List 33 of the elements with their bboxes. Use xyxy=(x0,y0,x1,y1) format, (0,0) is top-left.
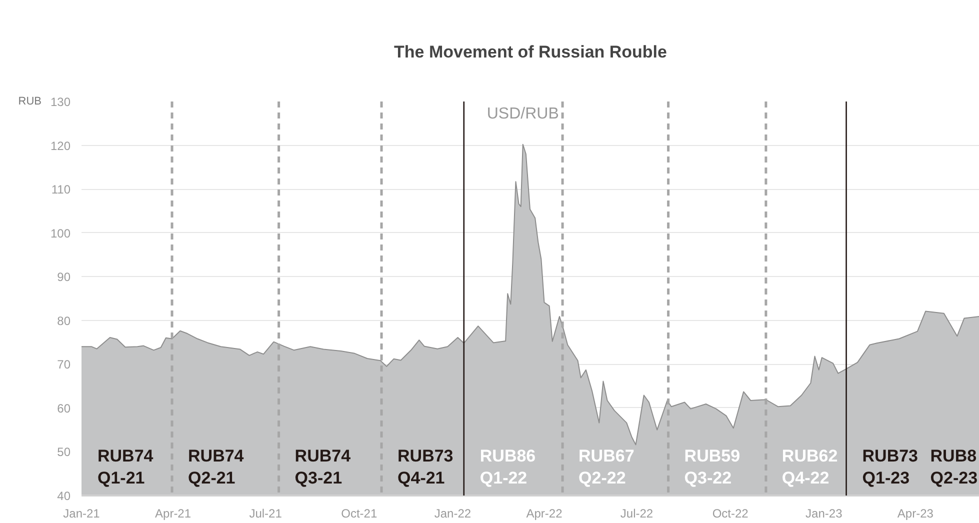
annotation: RUB74 Q3-21 xyxy=(294,446,352,488)
annotation: RUB74 Q1-21 xyxy=(98,446,154,488)
annotation: RUB74 Q2-21 xyxy=(188,446,244,488)
y-tick-label: 100 xyxy=(50,226,71,240)
x-tick-label: Jan-23 xyxy=(806,506,843,520)
x-tick-label: Oct-21 xyxy=(341,506,378,520)
y-tick-label: 60 xyxy=(57,401,71,416)
x-tick-label: Jan-22 xyxy=(434,506,472,520)
y-tick-label: 80 xyxy=(57,314,71,328)
y-axis-title: RUB xyxy=(18,96,42,108)
y-tick-label: 40 xyxy=(57,489,71,503)
y-tick-label: 50 xyxy=(57,445,71,460)
x-tick-label: Apr-23 xyxy=(897,506,934,520)
annotation: RUB8 Q2-23 xyxy=(930,446,978,488)
y-tick-label: 130 xyxy=(50,95,71,109)
x-tick-label: Jul-21 xyxy=(249,506,282,520)
x-tick-label: Apr-22 xyxy=(526,506,563,520)
x-tick-label: Jan-21 xyxy=(63,506,100,520)
chart-title: The Movement of Russian Rouble xyxy=(394,42,667,62)
annotation: RUB73 Q4-21 xyxy=(398,446,454,488)
y-tick-label: 70 xyxy=(57,358,71,372)
x-tick-label: Apr-21 xyxy=(155,506,192,520)
x-tick-label: Oct-22 xyxy=(712,506,749,520)
annotation: RUB59 Q3-22 xyxy=(684,446,740,488)
y-tick-label: 90 xyxy=(57,270,71,284)
x-tick-label: Jul-22 xyxy=(620,506,654,520)
annotation: RUB73 Q1-23 xyxy=(862,446,918,488)
annotation: RUB67 Q2-22 xyxy=(578,446,634,488)
series-label: USD/RUB xyxy=(486,106,559,122)
y-tick-label: 120 xyxy=(50,138,71,153)
annotation: RUB86 Q1-22 xyxy=(480,446,536,488)
annotation: RUB62 Q4-22 xyxy=(782,446,838,488)
y-tick-label: 110 xyxy=(51,182,71,197)
